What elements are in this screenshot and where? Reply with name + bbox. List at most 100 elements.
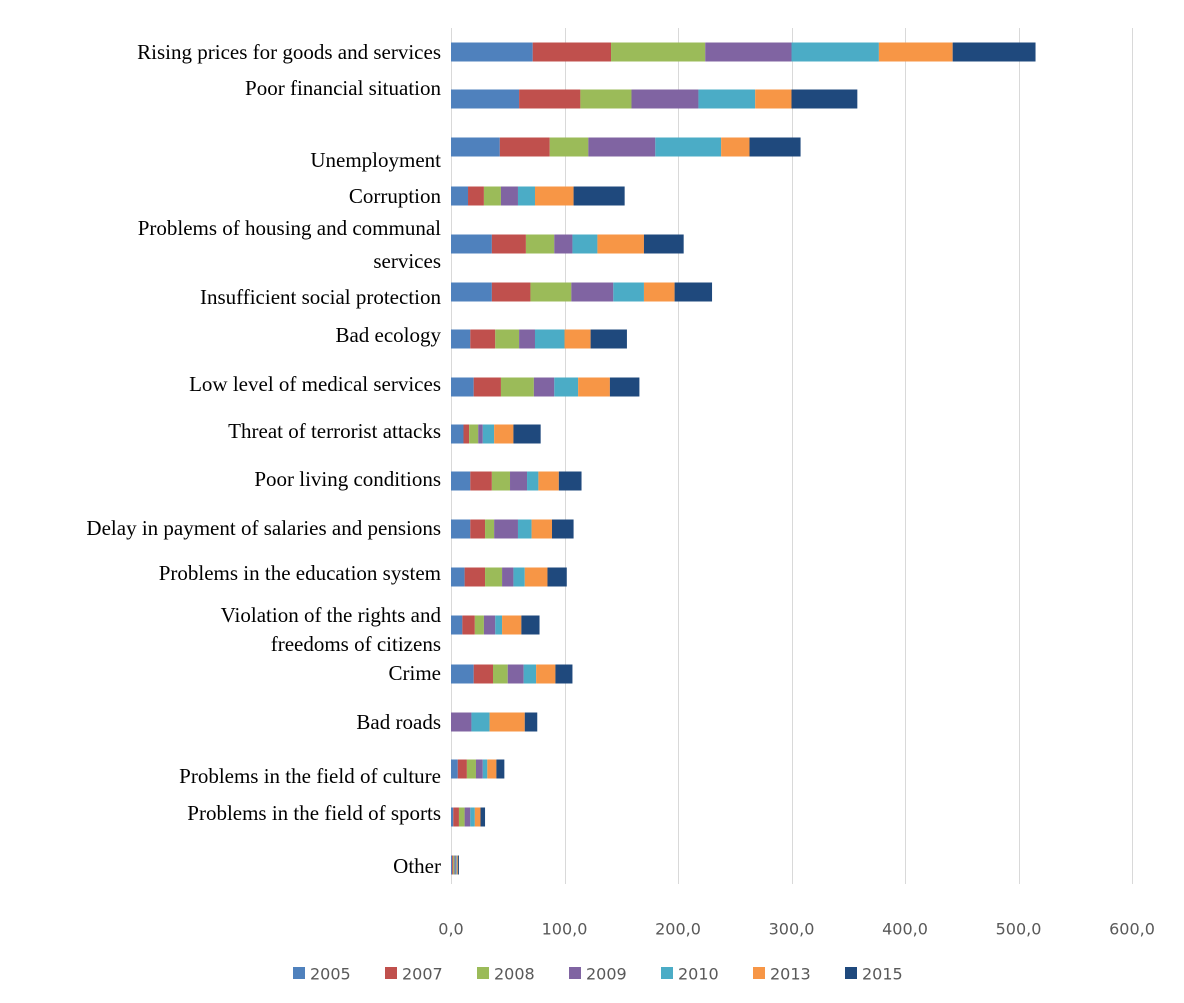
- bar-segment-2007: [468, 186, 484, 206]
- legend-item-2009: 2009: [569, 965, 627, 984]
- category-label: Poor financial situation: [245, 76, 441, 100]
- bar-segment-2009: [519, 329, 535, 349]
- bar-segment-2007: [452, 855, 454, 875]
- bar-segment-2013: [643, 282, 675, 302]
- bar-segment-2007: [462, 615, 475, 635]
- bar-segment-2005: [451, 807, 454, 827]
- bar-segment-2015: [609, 377, 640, 397]
- bar-segment-2008: [474, 615, 484, 635]
- bar-segment-2015: [558, 471, 582, 491]
- x-axis-tick-labels: 0,0 100,0 200,0 300,0 400,0 500,0 600,0: [438, 920, 1155, 939]
- bar-segment-2013: [524, 567, 548, 587]
- bar-segment-2005: [451, 186, 469, 206]
- bar-segment-2013: [534, 186, 574, 206]
- bar-segment-2009: [507, 664, 524, 684]
- category-labels: Rising prices for goods and services Poor…: [86, 40, 441, 878]
- bar-segment-2010: [527, 471, 539, 491]
- legend-item-2015: 2015: [845, 965, 903, 984]
- bar-segment-2010: [534, 329, 565, 349]
- bar-segment-2010: [471, 712, 490, 732]
- bar-segment-2015: [547, 567, 567, 587]
- bar-segment-2010: [470, 807, 475, 827]
- bar-segment-2013: [755, 89, 792, 109]
- bar-segment-2008: [491, 471, 511, 491]
- bar-segment-2015: [524, 712, 538, 732]
- legend-label: 2007: [402, 965, 443, 984]
- bar-segment-2015: [457, 855, 459, 875]
- bar-segment-2013: [487, 759, 497, 779]
- bar-segment-2015: [521, 615, 540, 635]
- legend-swatch: [293, 967, 305, 979]
- legend-item-2013: 2013: [753, 965, 811, 984]
- bar-segment-2009: [533, 377, 555, 397]
- bar-segment-2005: [451, 137, 500, 157]
- bar-segment-2009: [588, 137, 656, 157]
- bar-segment-2005: [451, 89, 520, 109]
- bar-segment-2008: [483, 186, 501, 206]
- bar-segment-2010: [791, 42, 879, 62]
- bar-segment-2013: [474, 807, 481, 827]
- bar-segment-2010: [517, 186, 535, 206]
- bar-segment-2008: [495, 329, 520, 349]
- bar-segment-2009: [451, 712, 472, 732]
- legend-item-2005: 2005: [293, 965, 351, 984]
- bar-segment-2009: [478, 424, 483, 444]
- bar-segment-2015: [555, 664, 573, 684]
- bar-segment-2013: [564, 329, 591, 349]
- legend-label: 2009: [586, 965, 627, 984]
- bar-segment-2005: [451, 424, 464, 444]
- category-label: Bad roads: [356, 710, 441, 734]
- bar-segment-2013: [494, 424, 514, 444]
- bar-segment-2009: [475, 759, 483, 779]
- bar-segment-2005: [451, 471, 471, 491]
- bar-segment-2007: [453, 807, 459, 827]
- bar-segment-2005: [451, 42, 533, 62]
- bar-segment-2005: [451, 282, 492, 302]
- bar-segment-2007: [473, 377, 501, 397]
- bar-segment-2008: [458, 807, 465, 827]
- legend-swatch: [661, 967, 673, 979]
- bar-segment-2009: [631, 89, 699, 109]
- legend-item-2010: 2010: [661, 965, 719, 984]
- bar-segment-2007: [470, 329, 496, 349]
- bar-segment-2005: [451, 664, 474, 684]
- bar-segment-2008: [611, 42, 706, 62]
- bar-segment-2008: [530, 282, 572, 302]
- bar-segment-2013: [531, 519, 553, 539]
- bar-segment-2008: [453, 855, 455, 875]
- bar-segment-2010: [495, 615, 503, 635]
- x-tick-label: 300,0: [769, 920, 815, 939]
- legend-item-2007: 2007: [385, 965, 443, 984]
- bar-segment-2005: [451, 567, 465, 587]
- bar-segment-2007: [519, 89, 581, 109]
- legend-label: 2013: [770, 965, 811, 984]
- category-label: Problems in the field of culture: [179, 764, 441, 788]
- bar-segment-2013: [502, 615, 522, 635]
- bars: [451, 42, 1036, 875]
- legend-swatch: [385, 967, 397, 979]
- bar-segment-2005: [451, 759, 458, 779]
- bar-segment-2009: [705, 42, 792, 62]
- bar-segment-2007: [464, 567, 486, 587]
- bar-segment-2008: [485, 519, 495, 539]
- bar-segment-2007: [491, 282, 531, 302]
- bar-segment-2009: [571, 282, 614, 302]
- category-label: Problems of housing and communal: [138, 216, 441, 240]
- x-tick-label: 400,0: [882, 920, 928, 939]
- bar-segment-2013: [597, 234, 644, 254]
- bar-segment-2005: [451, 234, 492, 254]
- bar-segment-2007: [470, 471, 492, 491]
- bar-segment-2008: [493, 664, 508, 684]
- bar-segment-2009: [500, 186, 518, 206]
- bar-segment-2010: [513, 567, 525, 587]
- bar-segment-2015: [552, 519, 574, 539]
- bar-segment-2015: [952, 42, 1036, 62]
- bar-segment-2008: [469, 424, 479, 444]
- bar-segment-2008: [485, 567, 503, 587]
- x-tick-label: 100,0: [542, 920, 588, 939]
- bar-segment-2009: [494, 519, 518, 539]
- bar-segment-2007: [532, 42, 612, 62]
- bar-segment-2005: [451, 615, 463, 635]
- bar-segment-2015: [480, 807, 486, 827]
- bar-segment-2008: [525, 234, 555, 254]
